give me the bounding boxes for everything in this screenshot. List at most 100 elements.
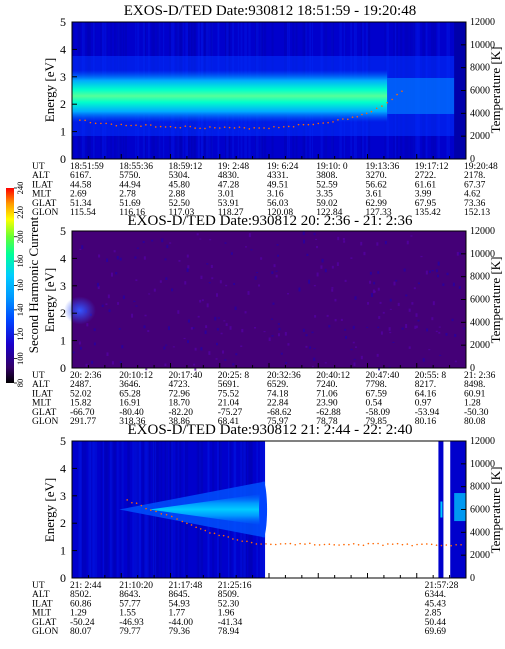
ephemeris-label: GLON — [32, 627, 59, 637]
spectrogram-noise — [134, 256, 137, 259]
spectrogram-noise — [384, 240, 387, 245]
ephemeris-value: 6344. — [425, 590, 446, 600]
spectrogram-noise — [458, 286, 461, 289]
spectrogram-noise — [352, 341, 355, 344]
temperature-point — [455, 543, 457, 546]
spectrogram-noise — [223, 320, 226, 322]
ephemeris-value: 64.16 — [415, 389, 437, 399]
spectrogram-noise — [86, 323, 89, 327]
ephemeris-value: 4723. — [169, 380, 190, 390]
temperature-point — [391, 543, 394, 545]
ephemeris-value: 79.77 — [119, 627, 141, 637]
spectrogram-noise — [378, 316, 381, 319]
temperature-point — [391, 98, 393, 101]
panel-2-plot-area — [72, 231, 466, 368]
temperature-point — [352, 542, 355, 545]
ephemeris-value: 4.62 — [464, 190, 481, 200]
spectrogram-noise — [272, 302, 275, 305]
spectrogram-noise — [194, 347, 197, 351]
spectrogram-noise — [91, 360, 94, 364]
spectrogram-noise — [216, 328, 219, 331]
temperature-point — [450, 544, 453, 547]
temperature-point — [377, 542, 379, 545]
spectrogram-noise — [342, 237, 345, 241]
temperature-point — [351, 116, 354, 118]
spectrogram-noise — [403, 268, 406, 272]
temperature-point — [265, 543, 267, 545]
spectrogram-noise — [454, 334, 457, 337]
spectrogram-noise — [395, 279, 398, 282]
ephemeris-value: 2.88 — [169, 190, 186, 200]
spectrogram-noise — [344, 279, 347, 282]
spectrogram-noise — [277, 323, 280, 325]
spectrogram-noise — [206, 303, 209, 308]
temperature-point — [190, 524, 193, 526]
spectrogram-noise — [308, 279, 311, 284]
ephemeris-value: 38.86 — [169, 417, 191, 427]
ephemeris-value: 8645. — [169, 590, 190, 600]
ephemeris-value: 21.04 — [218, 399, 240, 409]
spectrogram-noise — [273, 264, 276, 268]
spectrogram-noise — [271, 271, 274, 274]
temperature-point — [233, 127, 236, 129]
ephemeris-value: 47.28 — [218, 180, 240, 190]
ephemeris-value: 5750. — [119, 171, 140, 181]
temperature-point — [189, 125, 191, 128]
spectrogram-noise — [118, 328, 121, 330]
spectrogram-noise — [192, 327, 195, 329]
ephemeris-value: 52.50 — [169, 199, 191, 209]
spectrogram-noise — [431, 317, 434, 321]
spectrogram-noise — [415, 313, 418, 317]
spectrogram-noise — [144, 314, 147, 317]
y-tick-label: 4 — [60, 42, 66, 56]
temperature-point — [140, 504, 143, 507]
ephemeris-value: 20:55: 8 — [415, 371, 447, 381]
ephemeris-value: 135.42 — [415, 208, 441, 218]
spectrogram-noise — [215, 358, 218, 360]
spectrogram-noise — [211, 277, 214, 280]
ephemeris-value: 2.78 — [119, 190, 136, 200]
spectrogram-noise — [200, 347, 203, 351]
temperature-point — [195, 526, 197, 529]
temperature-point — [445, 544, 448, 546]
temperature-point — [333, 544, 336, 546]
spectrogram-noise — [240, 345, 243, 348]
y2-tick-label: 12000 — [470, 17, 495, 28]
spectrogram-noise — [436, 274, 439, 278]
temperature-point — [284, 542, 287, 545]
ephemeris-value: 4830. — [218, 171, 239, 181]
spectrogram-noise — [224, 242, 227, 244]
temperature-point — [426, 543, 428, 545]
y2-tick-label: 0 — [470, 573, 475, 584]
spectrogram-noise — [78, 341, 81, 345]
ephemeris-value: 21:57:28 — [425, 581, 459, 591]
spectrogram-noise — [458, 252, 461, 255]
spectrogram-noise — [437, 261, 440, 266]
ephemeris-label: UT — [32, 581, 45, 591]
spectrogram-noise — [93, 328, 96, 332]
temperature-point — [323, 543, 326, 546]
spectrogram-noise — [373, 290, 376, 293]
y-tick-label: 3 — [60, 279, 66, 293]
ephemeris-value: 68.41 — [218, 417, 240, 427]
spectrogram-noise — [285, 362, 288, 364]
temperature-point — [145, 124, 147, 126]
ephemeris-value: 19:20:48 — [464, 162, 498, 172]
ephemeris-label: MLT — [32, 190, 51, 200]
spectrogram-noise — [254, 276, 257, 280]
spectrogram-noise — [183, 337, 186, 340]
y-tick-label: 5 — [60, 224, 66, 238]
spectrogram-noise — [215, 293, 218, 297]
spectrogram-noise — [417, 282, 420, 285]
ephemeris-value: 8498. — [464, 380, 485, 390]
ephemeris-value: 56.03 — [267, 199, 289, 209]
spectrogram-noise — [389, 298, 392, 302]
y-tick-label: 3 — [60, 489, 66, 503]
spectrogram-noise — [284, 331, 287, 336]
spectrogram-noise — [147, 330, 150, 333]
y2-tick-label: 6000 — [470, 295, 490, 306]
spectrogram-streak — [100, 441, 102, 578]
ephemeris-value: 127.33 — [366, 208, 392, 218]
spectrogram-noise — [241, 328, 244, 333]
spectrogram-noise — [306, 253, 309, 256]
